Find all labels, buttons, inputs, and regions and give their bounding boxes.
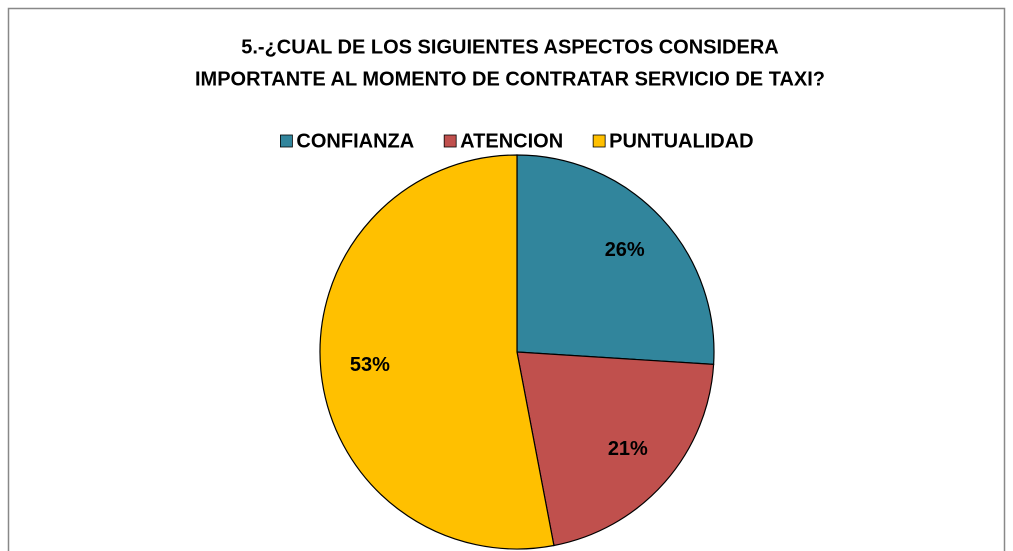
pie-slice — [319, 154, 555, 550]
data-label: 26% — [605, 239, 645, 261]
chart-title: 5.-¿CUAL DE LOS SIGUIENTES ASPECTOS CONS… — [241, 36, 778, 58]
legend-swatch — [592, 134, 606, 148]
legend-label: CONFIANZA — [296, 130, 414, 152]
pie-slice — [516, 351, 715, 547]
pie-slice — [516, 154, 715, 366]
legend-swatch — [443, 134, 457, 148]
legend-swatch — [280, 134, 293, 148]
chart-title: IMPORTANTE AL MOMENTO DE CONTRATAR SERVI… — [195, 68, 825, 90]
data-label: 53% — [350, 354, 390, 376]
legend-label: ATENCION — [460, 130, 563, 152]
legend-label: PUNTUALIDAD — [609, 130, 753, 152]
data-label: 21% — [608, 438, 648, 460]
